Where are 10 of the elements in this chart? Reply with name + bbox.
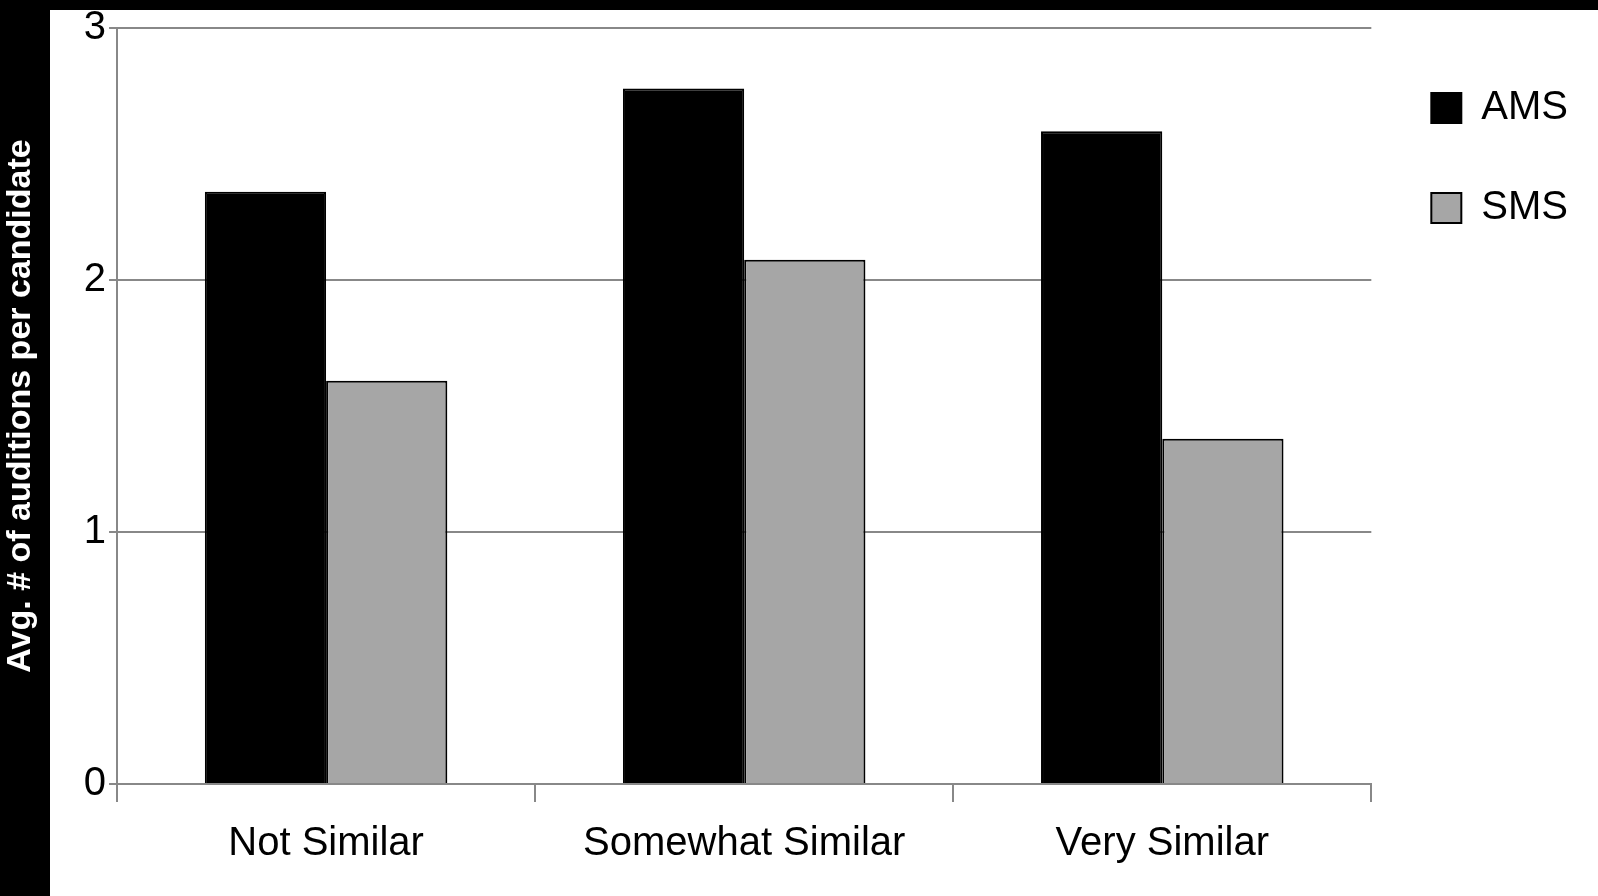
legend-label: AMS: [1481, 83, 1569, 128]
y-tick-label: 1: [83, 507, 107, 552]
y-tick-label: 0: [83, 759, 107, 804]
x-tick-label: Somewhat Similar: [583, 819, 906, 864]
legend-label: SMS: [1481, 183, 1569, 228]
x-tick-label: Very Similar: [1055, 819, 1269, 864]
y-tick-label: 2: [83, 255, 107, 300]
y-axis-title: Avg. # of auditions per candidate: [0, 139, 37, 673]
x-tick-label: Not Similar: [228, 819, 424, 864]
y-tick-label: 3: [83, 3, 107, 48]
